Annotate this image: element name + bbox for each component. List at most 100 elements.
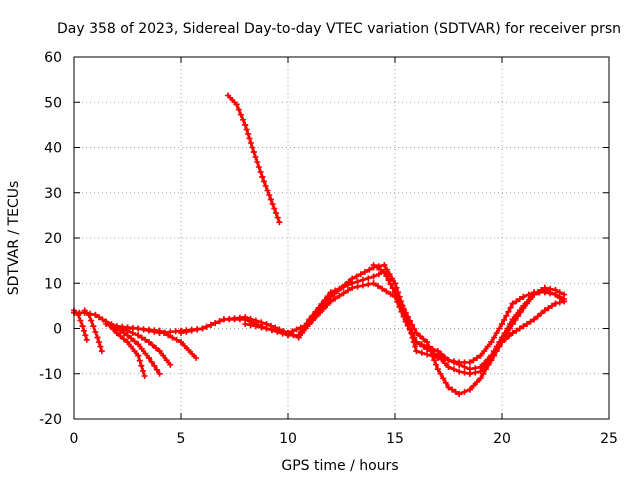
data-point: [76, 309, 83, 316]
data-point: [313, 313, 320, 320]
data-point: [81, 309, 88, 316]
data-point: [285, 330, 291, 336]
data-point: [249, 144, 256, 151]
data-point: [404, 322, 411, 329]
data-point: [254, 159, 261, 165]
data-point: [480, 370, 487, 377]
data-point: [509, 321, 516, 327]
data-point: [262, 183, 269, 189]
data-point: [545, 305, 552, 312]
data-point: [243, 126, 250, 133]
data-point: [274, 327, 281, 334]
y-tick-label: 20: [44, 231, 62, 247]
data-point: [83, 336, 90, 343]
data-point: [306, 321, 313, 327]
data-point: [516, 296, 523, 303]
data-point: [499, 339, 505, 346]
series-arc-11: [225, 92, 283, 226]
data-point: [183, 328, 190, 335]
data-point: [512, 317, 519, 323]
data-point: [258, 319, 265, 326]
data-point: [365, 275, 372, 282]
x-axis-label: GPS time / hours: [281, 458, 398, 474]
data-point: [141, 373, 148, 379]
data-point: [295, 332, 302, 339]
x-tick-label: 20: [493, 431, 511, 447]
data-point: [409, 330, 416, 337]
data-point: [515, 313, 521, 320]
data-point: [98, 348, 105, 355]
data-point: [263, 325, 270, 332]
data-point: [315, 304, 322, 311]
data-point: [117, 333, 124, 339]
data-point: [484, 343, 491, 350]
data-point: [97, 343, 104, 350]
data-point: [138, 362, 145, 369]
data-point: [108, 321, 115, 327]
data-point: [445, 384, 452, 391]
data-point: [506, 333, 513, 339]
data-point: [240, 116, 247, 123]
data-point: [318, 300, 325, 307]
data-point: [225, 92, 232, 99]
data-point: [383, 273, 390, 279]
data-point: [145, 339, 152, 346]
data-point: [289, 328, 296, 335]
data-point: [407, 326, 413, 333]
data-point: [327, 289, 334, 296]
data-point: [120, 336, 127, 343]
series-line: [226, 94, 281, 224]
y-tick-label: -20: [39, 412, 62, 428]
data-point: [394, 293, 401, 300]
data-point: [505, 308, 512, 315]
data-point: [525, 291, 532, 298]
data-point: [407, 317, 413, 324]
data-point: [507, 325, 513, 332]
data-point: [409, 321, 416, 328]
data-point: [456, 391, 463, 398]
y-tick-label: 50: [44, 95, 62, 111]
data-point: [235, 106, 242, 113]
data-point: [142, 350, 149, 357]
data-point: [438, 351, 445, 358]
data-point: [94, 334, 101, 341]
data-point: [375, 271, 382, 278]
data-point: [496, 325, 503, 332]
data-point: [99, 316, 106, 323]
data-point: [534, 313, 541, 320]
x-tick-label: 25: [600, 431, 618, 447]
data-point: [538, 310, 545, 317]
data-point: [216, 318, 223, 325]
data-point: [527, 296, 534, 303]
y-tick-label: 0: [53, 322, 62, 338]
data-point: [516, 325, 523, 332]
data-point: [273, 210, 279, 217]
data-point: [520, 305, 527, 312]
data-point: [411, 335, 418, 341]
data-point: [229, 97, 236, 103]
axis-ticks: 0 5 10 15 20 25 -20 -10 0 10 20 30 40 50 60: [39, 50, 618, 447]
data-point: [136, 357, 143, 364]
data-point: [259, 173, 266, 180]
data-point: [398, 308, 405, 315]
data-point: [324, 293, 331, 300]
data-point: [417, 341, 423, 348]
data-point: [474, 379, 480, 385]
data-point: [160, 352, 167, 359]
data-point: [417, 333, 423, 339]
data-point: [383, 288, 390, 295]
data-point: [429, 352, 436, 359]
data-point: [246, 135, 253, 142]
data-point: [461, 364, 468, 370]
data-point: [332, 287, 339, 294]
data-point: [496, 343, 503, 350]
data-point: [189, 351, 196, 357]
data-point: [242, 121, 249, 128]
data-point: [392, 280, 398, 287]
data-point: [349, 284, 356, 291]
data-point: [119, 323, 126, 330]
data-series: [71, 92, 568, 398]
data-point: [359, 282, 366, 289]
data-point: [131, 348, 138, 355]
data-point: [452, 388, 459, 395]
